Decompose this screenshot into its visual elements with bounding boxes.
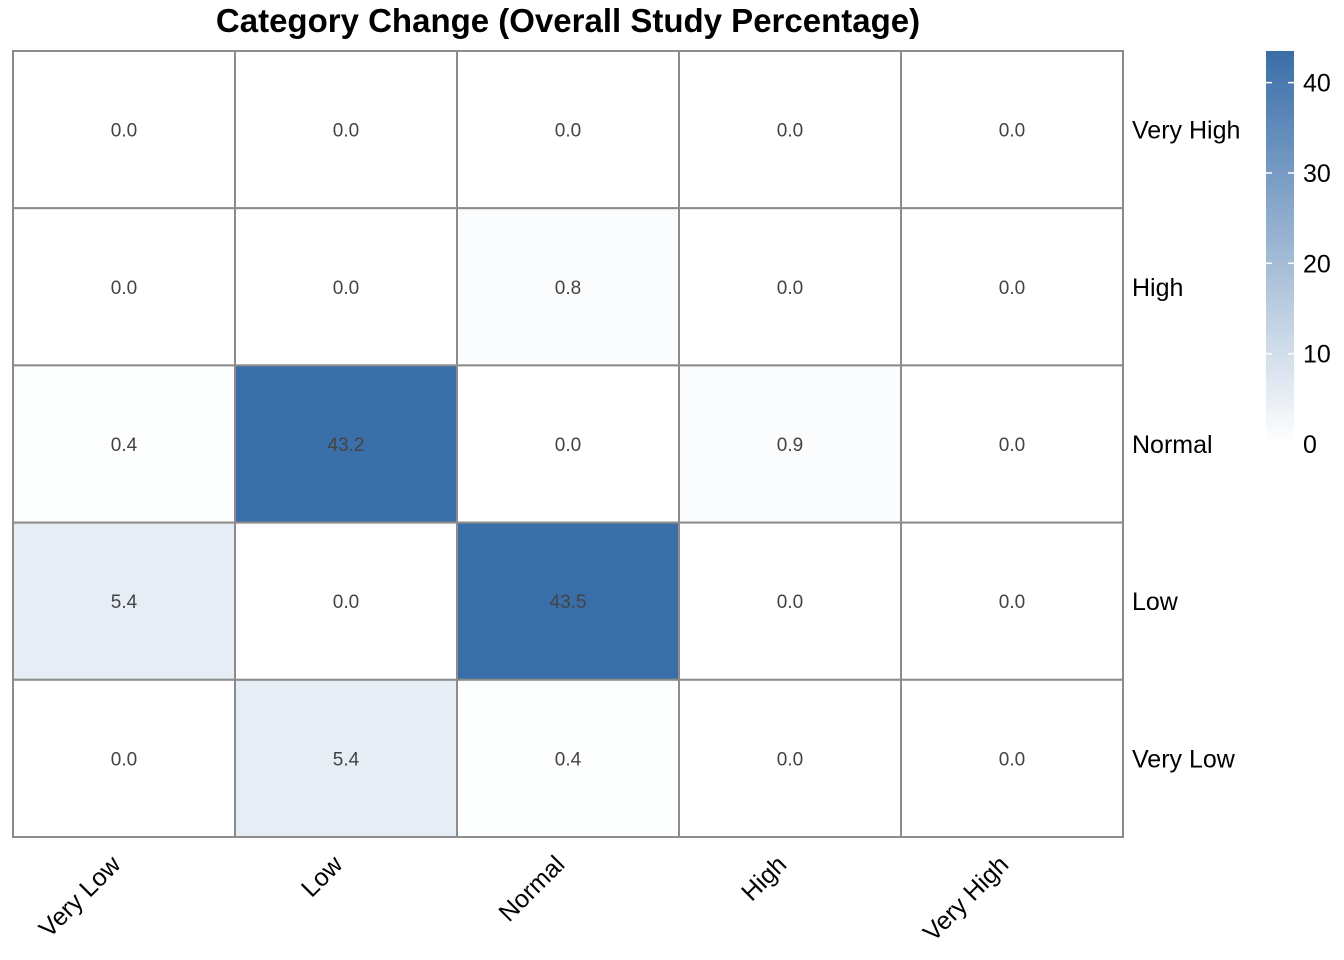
cell-value-label: 0.0 [999, 749, 1025, 770]
heatmap-cell [678, 364, 902, 524]
heatmap-cell [12, 521, 236, 681]
cell-value-label: 5.4 [111, 592, 138, 613]
cell-value-label: 0.4 [111, 435, 138, 456]
row-labels: Very High High Normal Low Very Low [1132, 117, 1240, 774]
heatmap-cell [12, 50, 236, 210]
cell-value-label: 0.0 [999, 121, 1025, 142]
heatmap-cell [678, 50, 902, 210]
cell-value-label: 0.0 [777, 592, 803, 613]
legend-tick-label: 0 [1303, 431, 1317, 459]
row-label: High [1132, 274, 1183, 302]
column-label: Low [296, 850, 349, 903]
heatmap-cell [900, 364, 1124, 524]
heatmap-cell [234, 678, 458, 838]
legend-tick-label: 30 [1303, 160, 1331, 188]
cell-value-label: 43.5 [550, 592, 587, 613]
legend-tick-label: 10 [1303, 341, 1331, 369]
cell-value-label: 0.0 [555, 121, 581, 142]
heatmap-cell [456, 678, 680, 838]
heatmap-cell [900, 678, 1124, 838]
cell-value-label: 5.4 [333, 749, 360, 770]
cell-value-label: 0.0 [777, 278, 803, 299]
cell-value-label: 0.0 [333, 592, 359, 613]
cell-value-label: 0.0 [999, 435, 1025, 456]
chart-title: Category Change (Overall Study Percentag… [216, 2, 920, 39]
cell-value-label: 0.0 [999, 278, 1025, 299]
cell-value-label: 0.0 [111, 278, 137, 299]
row-label: Very High [1132, 117, 1240, 145]
heatmap-cell [234, 50, 458, 210]
column-label: Normal [493, 850, 570, 927]
heatmap-cell [234, 521, 458, 681]
cell-value-label: 0.0 [333, 278, 359, 299]
heatmap-cell [900, 521, 1124, 681]
legend-tick-label: 40 [1303, 70, 1331, 98]
heatmap-cell [456, 207, 680, 367]
column-label: High [736, 850, 792, 906]
column-label: Very High [918, 850, 1014, 946]
cell-value-label: 43.2 [328, 435, 365, 456]
heatmap-cell [900, 207, 1124, 367]
cell-value-label: 0.8 [555, 278, 581, 299]
heatmap-cell [456, 521, 680, 681]
column-labels: Very Low Low Normal High Very High [34, 850, 1015, 947]
cell-value-label: 0.0 [777, 749, 803, 770]
cell-value-label: 0.0 [999, 592, 1025, 613]
heatmap-cell [900, 50, 1124, 210]
heatmap-cell [456, 364, 680, 524]
heatmap-cells: 0.0 0.0 0.0 0.0 0.0 0.0 0.0 0.8 0.0 0.0 0.4 43.2 0.0… [12, 50, 1124, 838]
heatmap-cell [12, 678, 236, 838]
heatmap-cell [234, 364, 458, 524]
row-label: Very Low [1132, 745, 1236, 773]
cell-value-label: 0.4 [555, 749, 582, 770]
heatmap-cell [12, 207, 236, 367]
cell-value-label: 0.0 [555, 435, 581, 456]
row-label: Normal [1132, 431, 1213, 459]
row-label: Low [1132, 588, 1179, 616]
cell-value-label: 0.0 [111, 121, 137, 142]
heatmap-cell [456, 50, 680, 210]
heatmap-cell [678, 521, 902, 681]
legend-colorbar [1266, 51, 1294, 444]
color-legend: 0 10 20 30 40 [1266, 51, 1331, 459]
cell-value-label: 0.9 [777, 435, 803, 456]
cell-value-label: 0.0 [777, 121, 803, 142]
cell-value-label: 0.0 [111, 749, 137, 770]
legend-tick-label: 20 [1303, 250, 1331, 278]
column-label: Very Low [34, 850, 127, 943]
cell-value-label: 0.0 [333, 121, 359, 142]
